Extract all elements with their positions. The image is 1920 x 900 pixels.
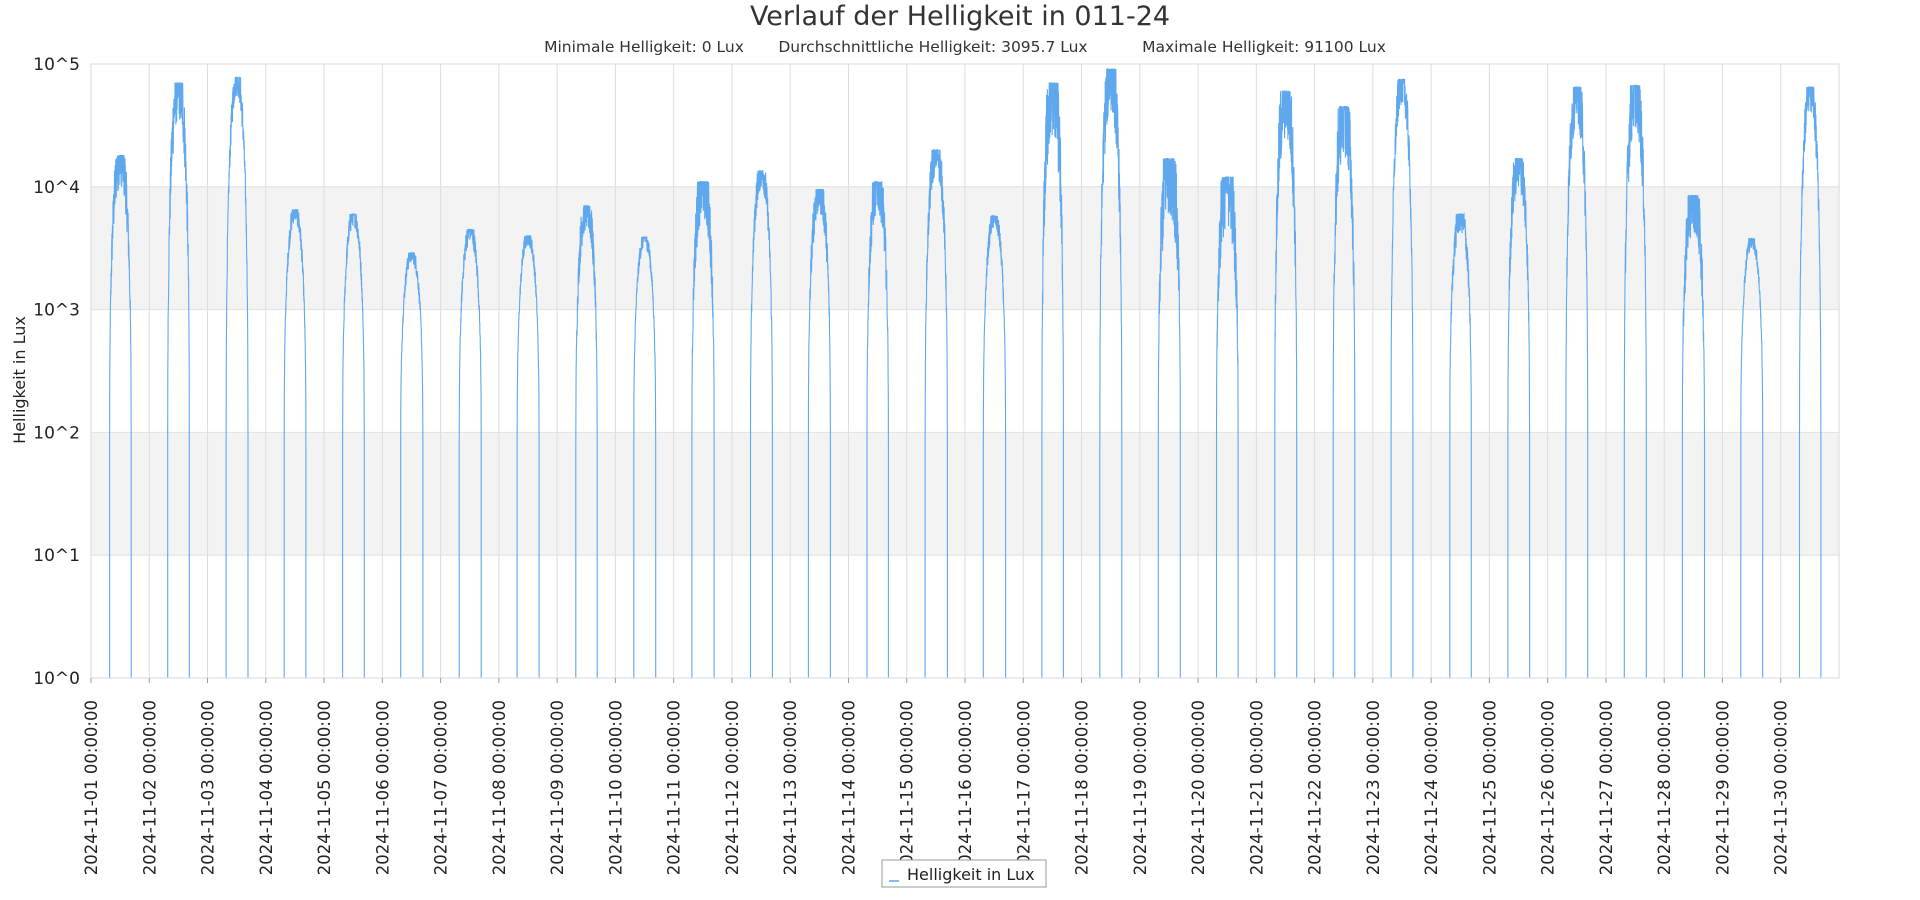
x-tick-label: 2024-11-24 00:00:00	[1422, 700, 1441, 875]
x-tick-label: 2024-11-26 00:00:00	[1539, 700, 1558, 875]
x-tick-label: 2024-11-29 00:00:00	[1713, 700, 1732, 875]
x-tick-label: 2024-11-01 00:00:00	[82, 700, 101, 875]
x-tick-label: 2024-11-12 00:00:00	[723, 700, 742, 875]
y-axis-label: Helligkeit in Lux	[10, 316, 29, 444]
y-tick-label: 10^5	[33, 55, 80, 75]
x-tick-label: 2024-11-13 00:00:00	[781, 700, 800, 875]
x-tick-label: 2024-11-17 00:00:00	[1014, 700, 1033, 875]
chart-title: Verlauf der Helligkeit in 011-24	[750, 1, 1170, 32]
x-tick-label: 2024-11-23 00:00:00	[1364, 700, 1383, 875]
x-tick-label: 2024-11-21 00:00:00	[1247, 700, 1266, 875]
x-tick-label: 2024-11-22 00:00:00	[1306, 700, 1325, 875]
y-tick-label: 10^1	[33, 546, 80, 566]
x-tick-label: 2024-11-10 00:00:00	[606, 700, 625, 875]
x-tick-label: 2024-11-14 00:00:00	[839, 700, 858, 875]
x-tick-label: 2024-11-20 00:00:00	[1189, 700, 1208, 875]
x-tick-label: 2024-11-28 00:00:00	[1655, 700, 1674, 875]
x-tick-label: 2024-11-09 00:00:00	[548, 700, 567, 875]
x-tick-label: 2024-11-08 00:00:00	[490, 700, 509, 875]
stat-min-brightness: Minimale Helligkeit: 0 Lux	[544, 38, 744, 56]
x-tick-label: 2024-11-25 00:00:00	[1480, 700, 1499, 875]
stat-max-brightness: Maximale Helligkeit: 91100 Lux	[1142, 38, 1386, 56]
x-tick-label: 2024-11-04 00:00:00	[257, 700, 276, 875]
x-tick-label: 2024-11-05 00:00:00	[315, 700, 334, 875]
grid-lines	[91, 64, 1839, 678]
x-tick-label: 2024-11-15 00:00:00	[898, 700, 917, 875]
x-tick-label: 2024-11-27 00:00:00	[1597, 700, 1616, 875]
y-tick-label: 10^2	[33, 423, 80, 443]
y-tick-label: 10^3	[33, 301, 80, 321]
legend[interactable]: Helligkeit in Lux	[881, 859, 1047, 888]
y-tick-label: 10^4	[33, 178, 80, 198]
x-tick-label: 2024-11-07 00:00:00	[432, 700, 451, 875]
legend-label: Helligkeit in Lux	[907, 865, 1035, 884]
stat-average-brightness: Durchschnittliche Helligkeit: 3095.7 Lux	[778, 38, 1087, 56]
x-tick-label: 2024-11-30 00:00:00	[1772, 700, 1791, 875]
x-tick-label: 2024-11-16 00:00:00	[956, 700, 975, 875]
y-axis-ticks: 10^0 10^1 10^2 10^3 10^4 10^5	[33, 55, 80, 689]
x-tick-label: 2024-11-03 00:00:00	[199, 700, 218, 875]
x-axis-ticks: 2024-11-01 00:00:00 2024-11-02 00:00:00 20…	[82, 678, 1791, 875]
x-tick-label: 2024-11-02 00:00:00	[140, 700, 159, 875]
x-tick-label: 2024-11-18 00:00:00	[1073, 700, 1092, 875]
x-tick-label: 2024-11-11 00:00:00	[665, 700, 684, 875]
x-tick-label: 2024-11-19 00:00:00	[1131, 700, 1150, 875]
legend-box	[881, 859, 1047, 888]
y-tick-label: 10^0	[33, 669, 80, 689]
x-tick-label: 2024-11-06 00:00:00	[373, 700, 392, 875]
